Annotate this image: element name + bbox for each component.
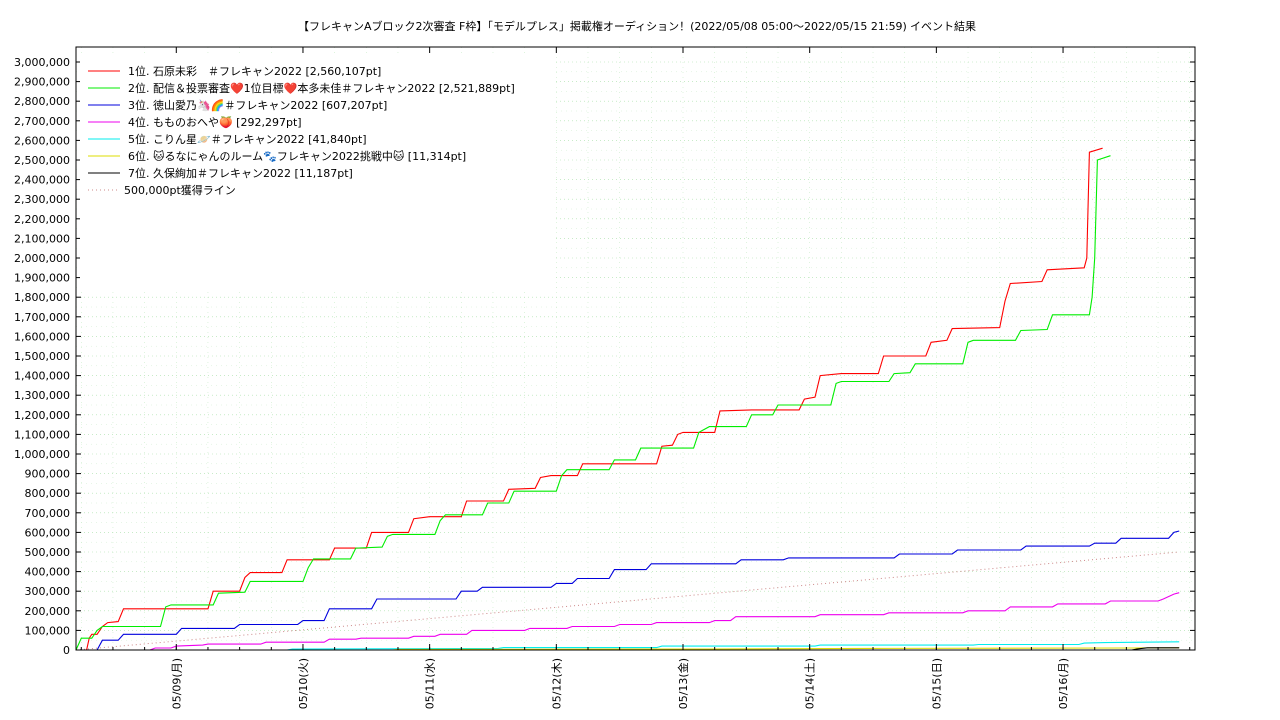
y-tick-label: 2,300,000 (14, 193, 70, 206)
y-tick-label: 900,000 (25, 468, 71, 481)
y-tick-label: 1,700,000 (14, 311, 70, 324)
legend-label: 500,000pt獲得ライン (124, 184, 236, 197)
x-tick-label: 05/16(月) (1057, 658, 1070, 709)
y-tick-label: 3,000,000 (14, 56, 70, 69)
chart-subtitle: イベント結果 (910, 19, 976, 33)
series-line-4 (76, 592, 1180, 651)
y-tick-label: 2,200,000 (14, 213, 70, 226)
legend-label: 6位. 🐱るなにゃんのルーム🐾フレキャン2022挑戦中🐱 [11,314pt] (128, 149, 466, 163)
series-line-5 (76, 641, 1180, 651)
y-tick-label: 1,600,000 (14, 330, 70, 343)
series-line-2 (75, 155, 1111, 651)
legend-label: 4位. もものおへや🍑 [292,297pt] (128, 115, 302, 129)
series-line-3 (76, 530, 1180, 651)
legend-label: 5位. こりん星🪐＃フレキャン2022 [41,840pt] (128, 132, 367, 146)
series-line-8 (75, 551, 1180, 651)
y-tick-label: 2,900,000 (14, 76, 70, 89)
x-tick-label: 05/11(水) (424, 658, 437, 709)
x-tick-label: 05/13(金) (676, 658, 690, 709)
x-tick-label: 05/09(月) (170, 658, 183, 709)
plot-frame (75, 46, 1196, 651)
y-tick-label: 2,500,000 (14, 154, 70, 167)
y-tick-label: 2,000,000 (14, 252, 70, 265)
y-tick-label: 1,900,000 (14, 272, 70, 285)
y-tick-label: 2,600,000 (14, 134, 70, 147)
y-tick-label: 0 (63, 644, 70, 657)
x-axis-tick-labels: 05/09(月) 05/10(火) 05/11(水) 05/12(木) 05/13(金)… (170, 658, 1070, 709)
x-tick-label: 05/14(土) (804, 658, 817, 709)
y-tick-label: 700,000 (25, 507, 71, 520)
y-tick-label: 2,700,000 (14, 115, 70, 128)
x-tick-label: 05/10(火) (297, 658, 310, 709)
legend-label: 1位. 石原未彩 ＃フレキャン2022 [2,560,107pt] (128, 64, 381, 78)
y-tick-label: 1,200,000 (14, 409, 70, 422)
reference-line-group (75, 551, 1180, 651)
y-axis-tick-labels: 0 100,000 200,000 300,000 400,000 500,000 600,… (14, 56, 70, 657)
y-tick-label: 800,000 (25, 487, 71, 500)
legend-label: 3位. 徳山愛乃🦄🌈＃フレキャン2022 [607,207pt] (128, 98, 387, 112)
y-tick-label: 1,100,000 (14, 428, 70, 441)
x-tick-label: 05/12(木) (550, 658, 563, 709)
y-tick-label: 1,500,000 (14, 350, 70, 363)
series-line-1 (76, 147, 1103, 651)
legend: 1位. 石原未彩 ＃フレキャン2022 [2,560,107pt] 2位. 配信＆… (80, 56, 555, 291)
y-tick-label: 1,300,000 (14, 389, 70, 402)
y-tick-label: 500,000 (25, 546, 71, 559)
y-tick-label: 300,000 (25, 585, 71, 598)
y-tick-label: 2,100,000 (14, 232, 70, 245)
y-tick-label: 400,000 (25, 566, 71, 579)
y-tick-label: 2,800,000 (14, 95, 70, 108)
chart-title: 【フレキャンAブロック2次審査 F枠】「モデルプレス」掲載権オーディション！(2… (298, 19, 907, 33)
y-tick-label: 1,800,000 (14, 291, 70, 304)
y-tick-label: 200,000 (25, 605, 71, 618)
y-tick-label: 2,400,000 (14, 174, 70, 187)
y-tick-label: 600,000 (25, 526, 71, 539)
y-tick-label: 100,000 (25, 624, 71, 637)
legend-box (80, 56, 555, 291)
y-tick-label: 1,400,000 (14, 370, 70, 383)
legend-label: 7位. 久保絢加＃フレキャン2022 [11,187pt] (128, 166, 353, 180)
y-tick-label: 1,000,000 (14, 448, 70, 461)
legend-label: 2位. 配信＆投票審査❤️1位目標❤️本多未佳＃フレキャン2022 [2,521… (128, 81, 515, 95)
x-tick-label: 05/15(日) (930, 658, 943, 709)
